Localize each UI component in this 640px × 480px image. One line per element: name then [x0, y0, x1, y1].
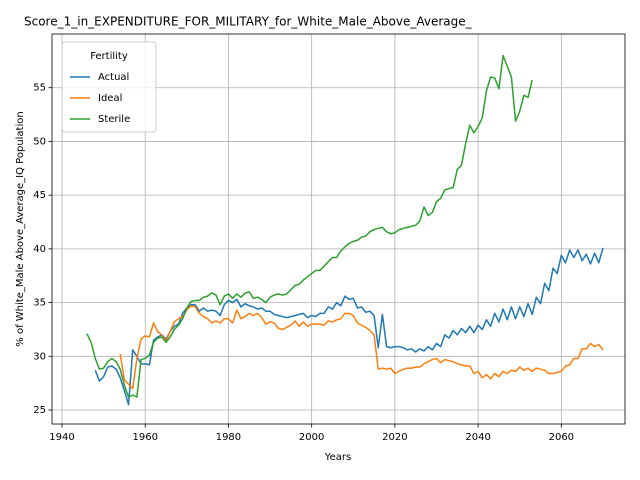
y-tick-label: 40	[33, 244, 46, 255]
y-tick-label: 35	[33, 298, 46, 309]
legend-title: Fertility	[90, 51, 128, 62]
legend-box	[61, 41, 157, 133]
series-line	[119, 305, 604, 390]
y-tick-label: 25	[33, 405, 46, 416]
x-tick-label: 2040	[465, 432, 490, 443]
x-tick-label: 1960	[132, 432, 157, 443]
x-tick-label: 1980	[216, 432, 241, 443]
x-axis-label: Years	[324, 452, 351, 463]
y-tick-label: 45	[33, 190, 46, 201]
y-tick-label: 55	[33, 83, 46, 94]
legend-label: Sterile	[98, 114, 130, 125]
series-line	[86, 54, 533, 398]
chart-title: Score_1_in_EXPENDITURE_FOR_MILITARY_for_…	[24, 15, 473, 29]
legend-label: Actual	[98, 72, 129, 83]
x-tick-label: 2060	[549, 432, 574, 443]
x-tick-label: 1940	[49, 432, 74, 443]
y-tick-label: 30	[33, 351, 46, 362]
x-tick-label: 2020	[382, 432, 407, 443]
y-axis-label: % of White_Male Above_Average_IQ Populat…	[15, 111, 26, 346]
legend-label: Ideal	[98, 93, 122, 104]
x-tick-label: 2000	[299, 432, 324, 443]
plot-frame	[51, 33, 626, 425]
y-tick-label: 50	[33, 136, 46, 147]
series-line	[94, 247, 604, 406]
